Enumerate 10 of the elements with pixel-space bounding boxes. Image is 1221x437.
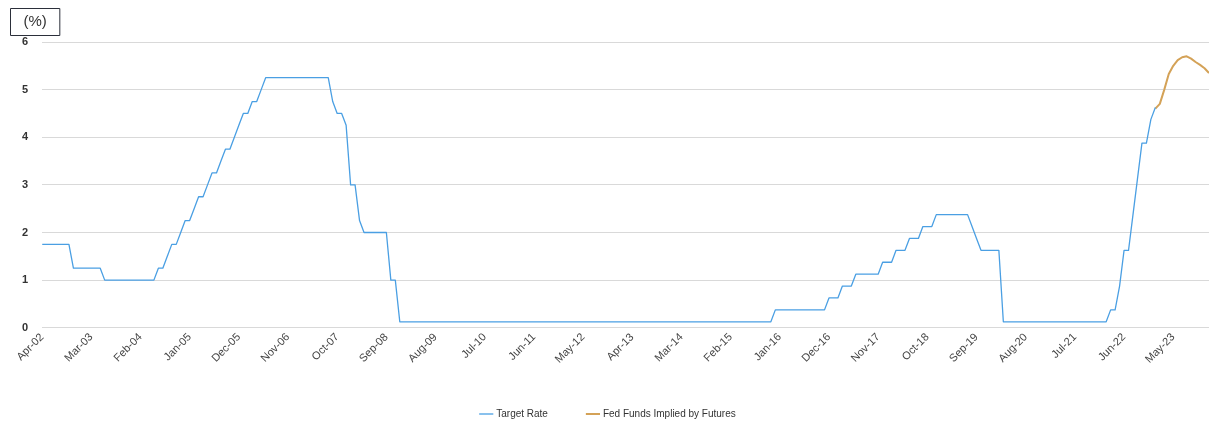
y-tick-label: 3	[21, 177, 29, 190]
legend-label: Target Rate	[496, 407, 549, 419]
y-tick-label: 6	[21, 35, 29, 48]
y-tick-label: 5	[21, 82, 29, 95]
y-tick-label: 0	[21, 320, 29, 333]
y-tick-label: 1	[21, 273, 29, 286]
legend-label: Fed Funds Implied by Futures	[602, 407, 736, 419]
y-tick-label: 2	[21, 225, 29, 238]
y-tick-label: 4	[21, 130, 29, 143]
y-axis-title: (%)	[23, 12, 47, 30]
